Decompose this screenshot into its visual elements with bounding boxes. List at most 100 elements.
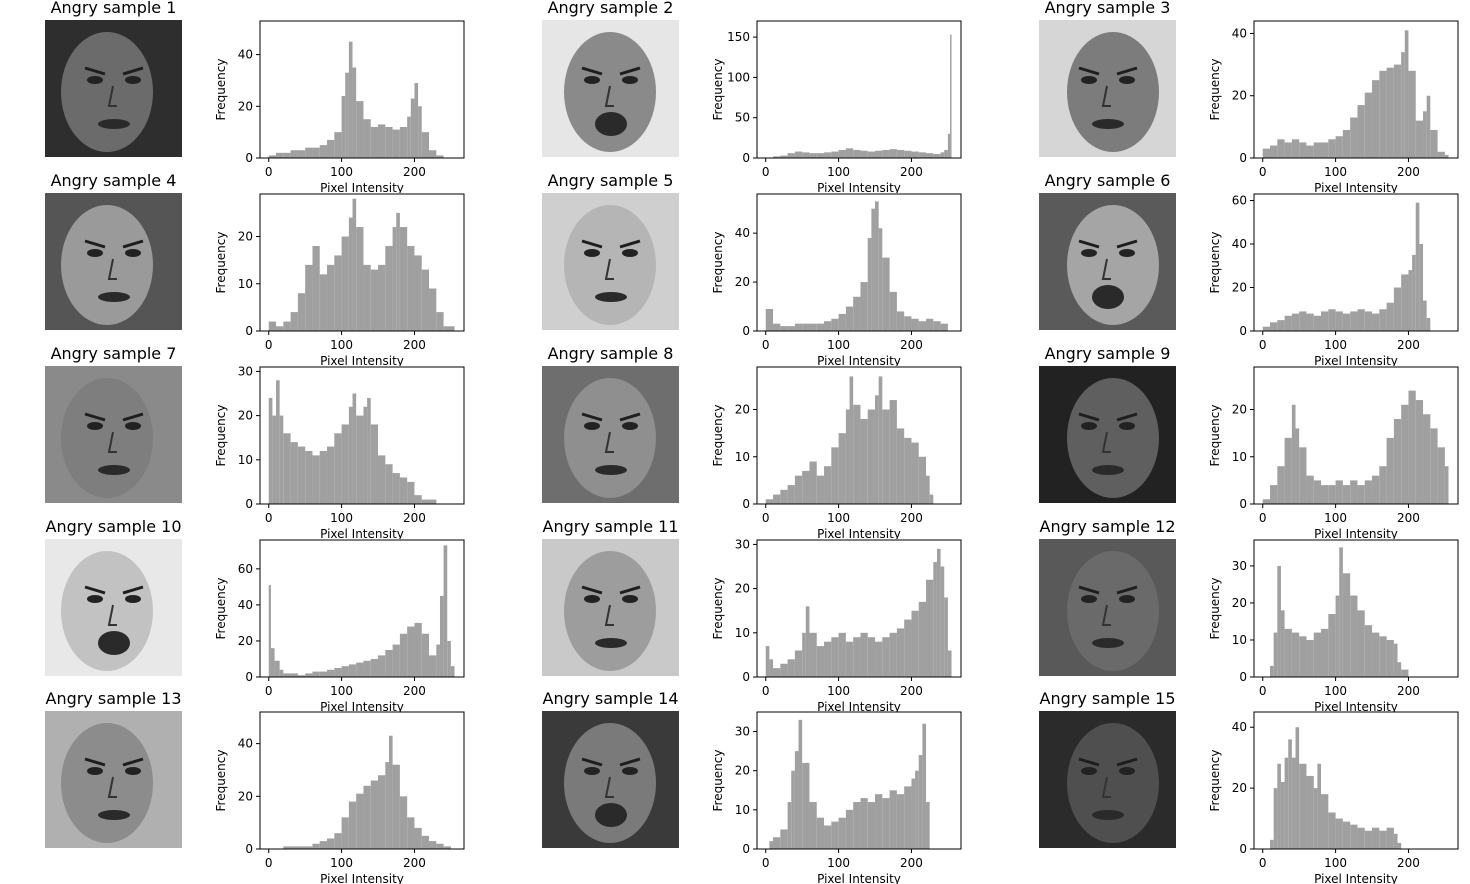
histogram-bar (348, 406, 353, 504)
face-nose (1101, 604, 1111, 626)
histogram-bar (1408, 70, 1416, 158)
face-mouth (1092, 638, 1124, 648)
histogram-bar (853, 149, 861, 158)
histogram-bar (378, 264, 386, 331)
histogram-bar (348, 801, 357, 849)
face-mouth (1092, 465, 1124, 475)
x-tick-label: 200 (1397, 856, 1420, 870)
sample-title: Angry sample 14 (542, 689, 679, 708)
sample-title: Angry sample 5 (547, 171, 674, 190)
histogram-bar (896, 628, 905, 677)
y-tick-label: 0 (1239, 324, 1247, 338)
histogram-bar (802, 152, 810, 158)
histogram-bar (1270, 145, 1278, 158)
histogram-bar (1291, 632, 1300, 677)
histogram-bar (933, 562, 937, 677)
face-nose (604, 431, 614, 453)
histogram-bar (1342, 821, 1351, 849)
histogram-bar (447, 640, 451, 677)
histogram-bar (773, 668, 781, 677)
histogram-bar (918, 321, 927, 331)
histogram-bar (1280, 782, 1285, 849)
y-tick-label: 10 (735, 450, 750, 464)
histogram-bar (1321, 628, 1329, 677)
histogram-bar (388, 735, 393, 849)
histogram-bar (312, 147, 320, 158)
histogram-bar (1313, 788, 1318, 849)
histogram-bar (824, 641, 832, 677)
histogram-bar (385, 762, 389, 849)
histogram-bar (272, 415, 277, 504)
histogram-bar (1280, 610, 1285, 677)
histogram-bar (1313, 315, 1322, 331)
y-axis-label: Frequency (711, 578, 725, 640)
histogram-bar (407, 817, 415, 849)
histogram-bar (1291, 139, 1300, 158)
histogram-bar (904, 437, 912, 504)
histogram-bar (809, 461, 817, 504)
x-tick-label: 100 (330, 511, 353, 525)
histogram-bar (319, 450, 328, 504)
histogram-bar (414, 495, 422, 504)
x-axis-label: Pixel Intensity (320, 181, 404, 193)
x-tick-label: 100 (330, 684, 353, 698)
histogram-bar (882, 149, 890, 158)
axes-frame (756, 711, 962, 850)
sample-panel: Angry sample 15 0 20 40 0 100 200 Frequency Pixe… (1039, 689, 1470, 884)
face-eye-right (125, 422, 141, 430)
histogram-chart: 0 20 40 0 100 200 Frequency Pixel Intensity (711, 193, 962, 366)
histogram-bar (809, 323, 817, 331)
histogram-bar (794, 323, 803, 331)
histogram-bar (1306, 145, 1314, 158)
histogram-bar (334, 433, 342, 504)
face-shape (564, 205, 656, 325)
face-shape (61, 205, 153, 325)
x-axis-label: Pixel Intensity (817, 181, 901, 193)
y-tick-label: 0 (245, 670, 253, 684)
histogram-bar (356, 101, 364, 158)
axes-frame (1253, 366, 1459, 505)
histogram-bar (341, 424, 349, 504)
histogram-bar (904, 316, 912, 331)
histogram-bar (341, 236, 349, 331)
x-tick-label: 200 (403, 684, 426, 698)
histogram-bar (940, 566, 945, 677)
histogram-bar (831, 318, 839, 331)
histogram-bar (816, 323, 825, 331)
histogram-bar (926, 153, 934, 158)
x-tick-label: 100 (827, 165, 850, 179)
histogram-bar (1415, 400, 1424, 504)
histogram-bar (1339, 547, 1343, 677)
histogram-bar (1423, 300, 1427, 331)
histogram-bar (312, 245, 320, 331)
histogram-bar (1419, 244, 1424, 331)
histogram-bar (276, 326, 284, 331)
histogram-bar (1342, 485, 1351, 504)
histogram-bar (352, 67, 357, 158)
histogram-bar (1342, 313, 1351, 331)
face-brows (84, 585, 144, 595)
histogram-bar (319, 841, 328, 849)
histogram-bar (816, 153, 825, 158)
x-tick-label: 200 (900, 856, 923, 870)
histogram-bar (418, 106, 422, 158)
histogram-bar (1277, 565, 1281, 677)
x-axis-label: Pixel Intensity (1314, 181, 1398, 193)
histogram-bar (1430, 129, 1438, 158)
y-tick-label: 40 (238, 598, 253, 612)
y-tick-label: 0 (742, 842, 750, 856)
histogram-bar (312, 843, 320, 849)
face-eye-right (1119, 595, 1135, 603)
y-tick-label: 0 (245, 842, 253, 856)
histogram-bars (765, 376, 934, 504)
histogram-bar (450, 666, 455, 677)
histogram-bar (918, 456, 927, 504)
y-tick-label: 20 (1232, 596, 1247, 610)
histogram-bar (1299, 447, 1307, 504)
face-eye-right (1119, 422, 1135, 430)
face-shape (1067, 32, 1159, 152)
histogram-bar (794, 475, 803, 504)
face-eye-right (622, 249, 638, 257)
histogram-bars (769, 719, 930, 849)
axes-frame (259, 711, 465, 850)
